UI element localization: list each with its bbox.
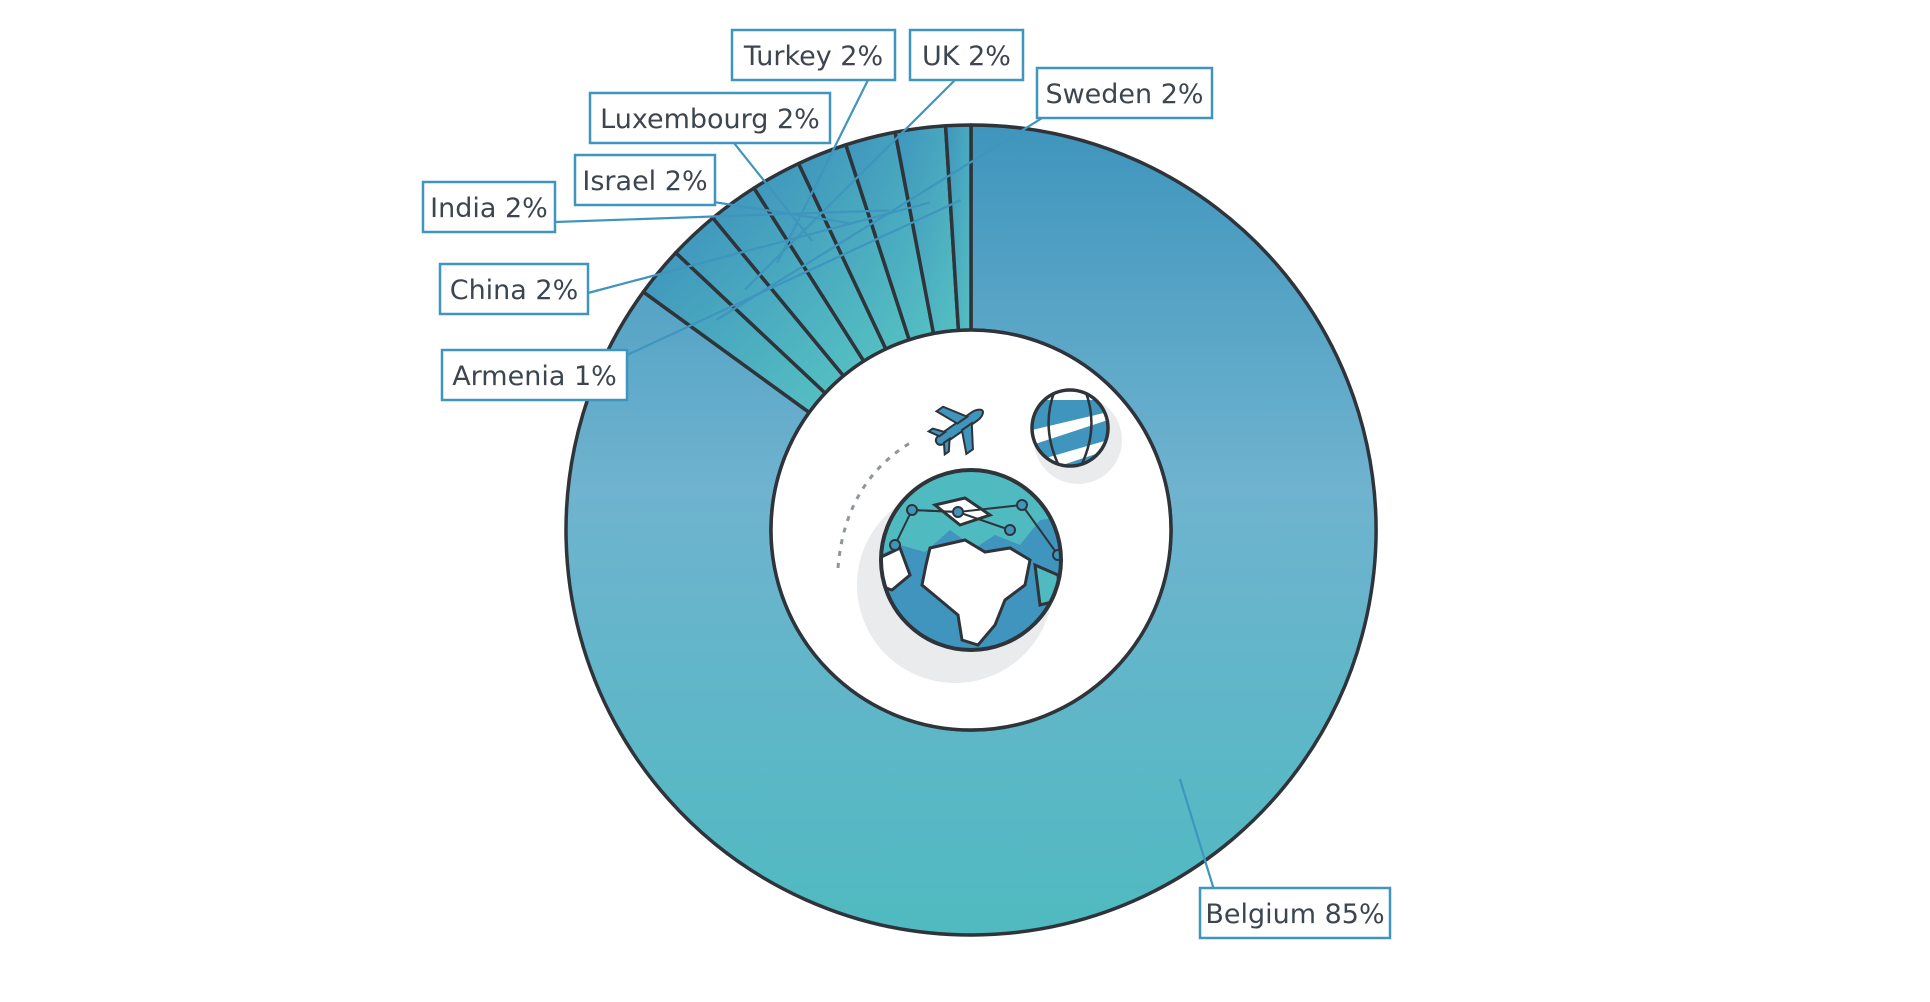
leader-lines	[554, 79, 1217, 894]
label-text-uk: UK 2%	[922, 41, 1011, 72]
label-text-belgium: Belgium 85%	[1205, 899, 1384, 930]
label-turkey: Turkey 2%	[730, 28, 897, 82]
leader-line-armenia	[626, 199, 962, 356]
label-india: India 2%	[421, 180, 557, 234]
label-box-armenia	[440, 348, 629, 402]
leader-line-luxembourg	[729, 137, 813, 242]
label-luxembourg: Luxembourg 2%	[588, 91, 832, 145]
globe-icon	[879, 468, 1063, 652]
leader-line-belgium	[1178, 778, 1217, 894]
leader-line-sweden	[716, 114, 1048, 321]
label-text-turkey: Turkey 2%	[743, 41, 883, 72]
label-box-uk	[908, 28, 1025, 82]
airplane-icon	[926, 405, 984, 457]
label-text-china: China 2%	[450, 275, 579, 306]
label-israel: Israel 2%	[573, 153, 717, 207]
label-belgium: Belgium 85%	[1198, 886, 1392, 940]
label-text-india: India 2%	[430, 193, 548, 224]
label-sweden: Sweden 2%	[1035, 66, 1214, 120]
label-uk: UK 2%	[908, 28, 1025, 82]
label-text-israel: Israel 2%	[582, 166, 707, 197]
label-box-turkey	[730, 28, 897, 82]
label-armenia: Armenia 1%	[440, 348, 629, 402]
donut-slices	[564, 123, 1378, 937]
label-box-belgium	[1198, 886, 1392, 940]
label-box-israel	[573, 153, 717, 207]
slice-labels: Belgium 85% Sweden 2% UK 2% Turkey 2% Luxemb…	[421, 28, 1392, 940]
globe-with-airplane-icon	[836, 388, 1122, 683]
label-text-sweden: Sweden 2%	[1045, 79, 1203, 110]
label-box-china	[438, 262, 590, 316]
label-text-luxembourg: Luxembourg 2%	[600, 104, 820, 135]
label-china: China 2%	[438, 262, 590, 316]
leader-line-china	[587, 201, 930, 295]
label-text-armenia: Armenia 1%	[452, 361, 617, 392]
leader-line-turkey	[776, 79, 869, 264]
leader-line-india	[554, 209, 889, 224]
label-box-india	[421, 180, 557, 234]
mini-globe-icon	[1030, 388, 1122, 484]
label-box-luxembourg	[588, 91, 832, 145]
label-box-sweden	[1035, 66, 1214, 120]
